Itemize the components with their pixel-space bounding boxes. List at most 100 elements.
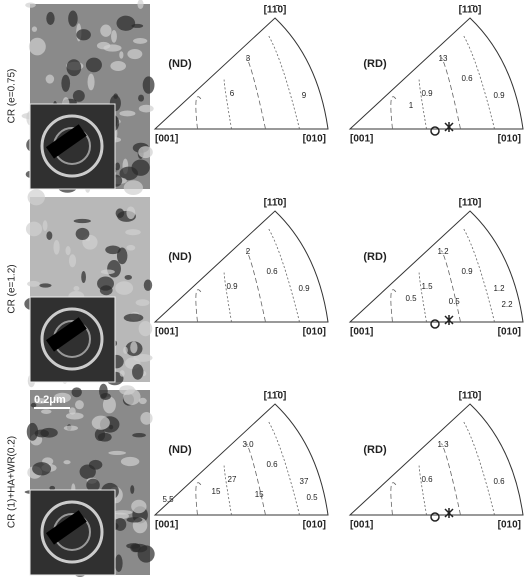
contour (195, 482, 203, 516)
marker-circle (430, 126, 440, 136)
ipf-triangle (153, 403, 329, 516)
grain (138, 94, 145, 102)
contour (418, 465, 427, 516)
grain (108, 450, 127, 456)
contour (223, 272, 232, 323)
ipf-triangle (153, 210, 329, 323)
grain (30, 402, 37, 408)
grain (68, 10, 78, 27)
corner-label: [010] (498, 327, 521, 338)
grain (25, 221, 43, 237)
grain (65, 412, 84, 420)
contour-label: 0.5 (405, 294, 417, 303)
grain (46, 231, 53, 240)
grain (105, 245, 121, 255)
grain (75, 227, 90, 240)
contour-label: 0.6 (493, 477, 505, 486)
grain (126, 517, 143, 523)
contour-label: 6 (230, 89, 235, 98)
corner-label: [001] (350, 327, 373, 338)
grain (100, 392, 111, 400)
grain (119, 385, 135, 395)
contour (441, 250, 461, 323)
grain (79, 464, 96, 479)
frame-label: (RD) (363, 58, 387, 70)
contour-label: 0.9 (461, 267, 473, 276)
grain (110, 61, 126, 71)
row-label: CR (e=0.75) (7, 69, 18, 124)
grain (119, 166, 139, 181)
grain (40, 427, 58, 438)
marker-circle (430, 512, 440, 522)
contour (268, 421, 300, 516)
grain (116, 15, 136, 31)
micrograph (24, 189, 153, 388)
micrograph (24, 383, 155, 577)
grain (87, 73, 95, 91)
grain (45, 74, 55, 84)
corner-label: [11̄0] (264, 198, 287, 209)
grain (39, 283, 52, 288)
grain (132, 364, 144, 380)
grain (126, 244, 136, 251)
grain (124, 274, 132, 280)
ring (40, 307, 104, 371)
marker-star (444, 315, 454, 325)
contour-label: 1 (409, 101, 414, 110)
grain (138, 146, 153, 159)
grain (71, 387, 82, 398)
grain (126, 206, 136, 220)
grain (127, 49, 143, 60)
contour-label: 1.3 (437, 440, 449, 449)
grain (131, 499, 147, 514)
contour (223, 465, 232, 516)
grain (34, 397, 47, 404)
grain (94, 428, 106, 441)
grain (123, 346, 128, 354)
grain (119, 110, 136, 117)
contour (441, 57, 461, 130)
contour (268, 228, 300, 323)
grain (100, 269, 115, 275)
contour-label: 0.9 (421, 89, 433, 98)
grain (138, 104, 154, 113)
contour (441, 443, 461, 516)
grain (125, 229, 141, 236)
grain (68, 254, 77, 268)
beam-stop (45, 317, 87, 352)
grain (114, 517, 127, 531)
scale-label: 0.2μm (34, 394, 66, 406)
corner-label: [010] (498, 520, 521, 531)
contour (268, 35, 300, 130)
contour-label: 0.5 (449, 297, 461, 306)
grain (130, 485, 135, 494)
contour (246, 57, 266, 130)
frame-label: (RD) (363, 444, 387, 456)
corner-label: [001] (350, 520, 373, 531)
grain (130, 341, 138, 354)
corner-label: [11̄0] (264, 391, 287, 402)
row-label: CR (e=1.2) (7, 264, 18, 313)
contour-label: 13 (439, 54, 448, 63)
grain (137, 0, 144, 10)
grain (72, 89, 85, 102)
grain (49, 485, 56, 491)
corner-label: [001] (155, 327, 178, 338)
contour (390, 482, 398, 516)
ring (40, 114, 104, 178)
grain (138, 397, 147, 405)
grain (63, 425, 79, 431)
grain (46, 11, 55, 25)
contour-label: 0.9 (226, 282, 238, 291)
contour (463, 35, 495, 130)
corner-label: [001] (155, 134, 178, 145)
frame-label: (ND) (168, 251, 192, 263)
grain (61, 74, 71, 92)
ring (40, 500, 104, 564)
grain (32, 462, 52, 476)
grain (142, 76, 155, 94)
grain (140, 411, 153, 425)
grain (107, 260, 121, 278)
grain (131, 543, 148, 553)
corner-label: [11̄0] (459, 5, 482, 16)
